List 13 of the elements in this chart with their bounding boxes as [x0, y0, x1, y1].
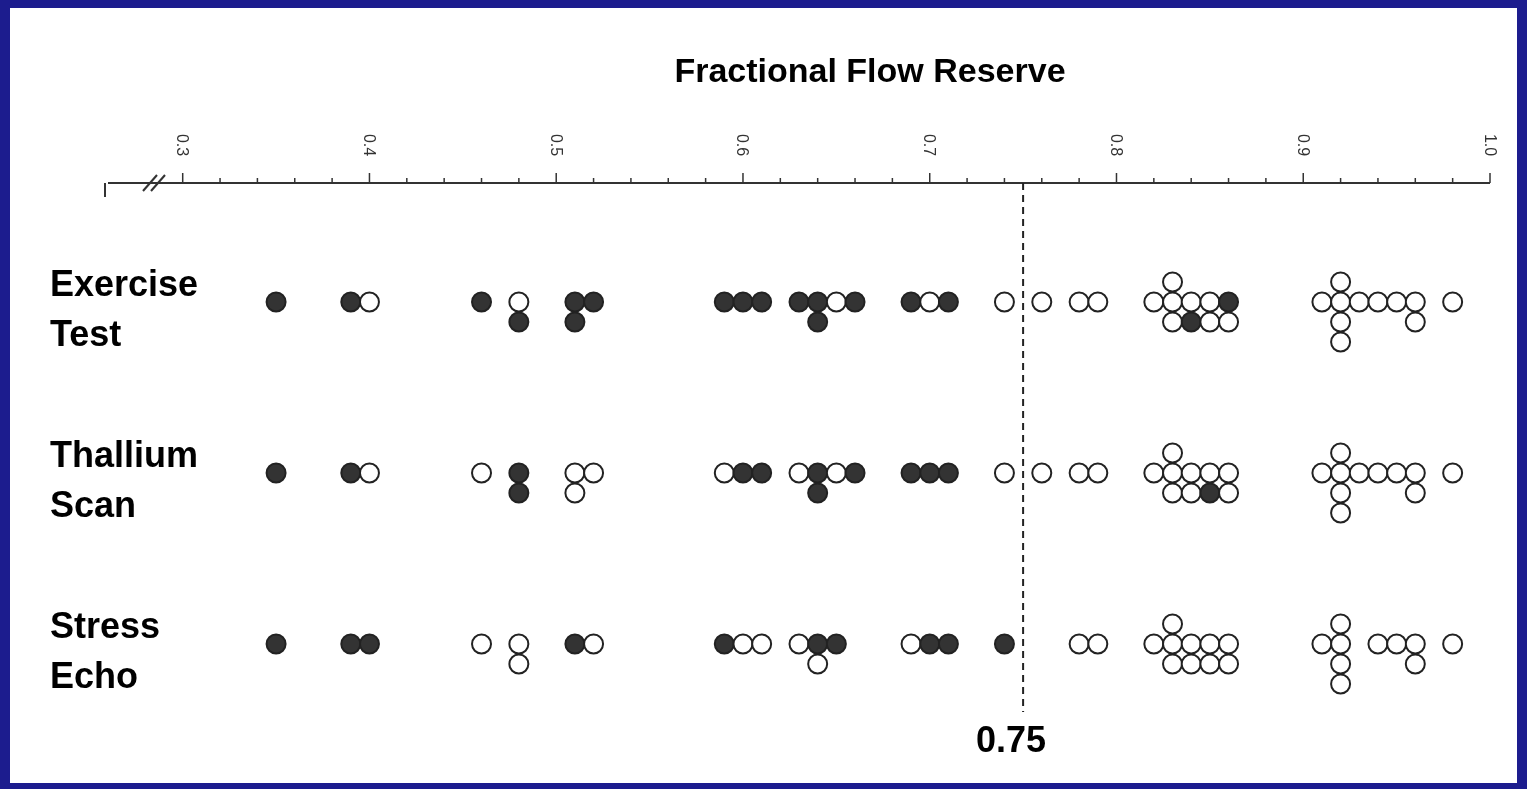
y-tick-label: Thallium Scan — [50, 434, 199, 525]
x-tick-label: 0.3 — [174, 133, 192, 157]
y-tick-label: Stress Echo — [50, 605, 161, 696]
ref-line-label: 0.75 — [976, 719, 1047, 760]
x-tick-label: 0.8 — [1107, 133, 1125, 157]
x-tick-label: 0.4 — [360, 133, 378, 157]
x-tick-label: 0.5 — [547, 133, 565, 157]
chart-title: Fractional Flow Reserve — [674, 51, 1066, 89]
x-tick-label: 0.6 — [734, 133, 752, 157]
x-tick-label: 1.0 — [1481, 133, 1499, 157]
x-tick-label: 0.9 — [1294, 133, 1312, 157]
x-tick-label: 0.7 — [921, 133, 939, 157]
y-tick-label: Exercise Test — [50, 263, 199, 354]
